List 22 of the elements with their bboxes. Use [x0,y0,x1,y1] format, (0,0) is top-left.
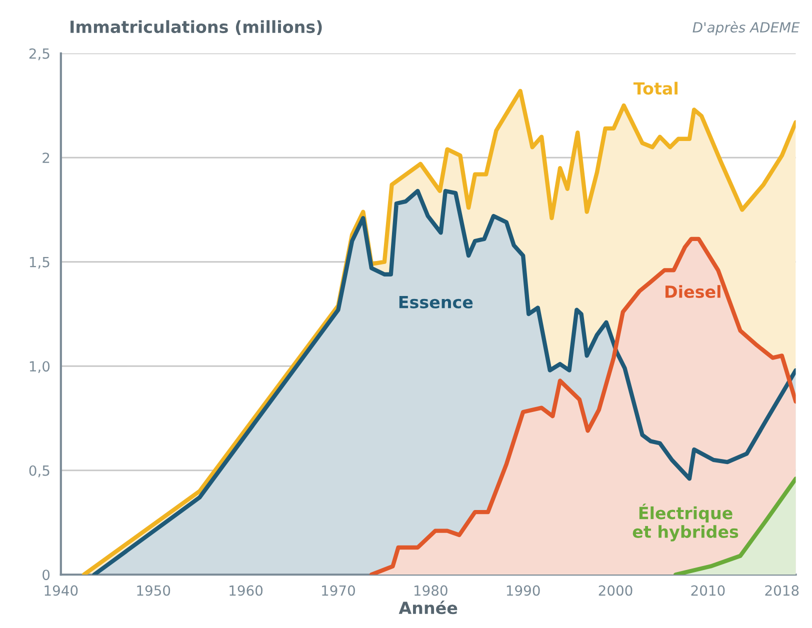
series-label: Essence [399,296,473,308]
y-tick-label: 2 [42,152,50,163]
series-label: Total [633,82,678,95]
x-tick-label: 1970 [322,585,355,596]
y-tick-label: 2,5 [29,48,50,60]
x-tick-label: 1990 [506,585,540,596]
series-label: Électrique et hybrides [632,504,738,542]
x-tick-label: 1940 [44,585,78,596]
x-tick-label: 1980 [414,585,448,596]
y-tick-label: 1,5 [30,257,50,269]
series-label: Diesel [666,285,720,298]
y-axis-title: Immatriculations (millions) [70,20,322,36]
y-tick-label: 0,5 [29,465,50,478]
y-tick-label: 1,0 [30,361,50,374]
y-tick-label: 0 [42,570,50,580]
text: D'après ADEME [692,21,800,36]
x-tick-label: 1960 [230,585,263,596]
x-tick-label: 2010 [691,585,725,596]
x-tick-label: 2000 [598,585,632,596]
x-tick-label: 1950 [137,585,170,596]
x-axis-title: Année [398,600,458,614]
x-tick-label: 2018 [765,585,799,596]
